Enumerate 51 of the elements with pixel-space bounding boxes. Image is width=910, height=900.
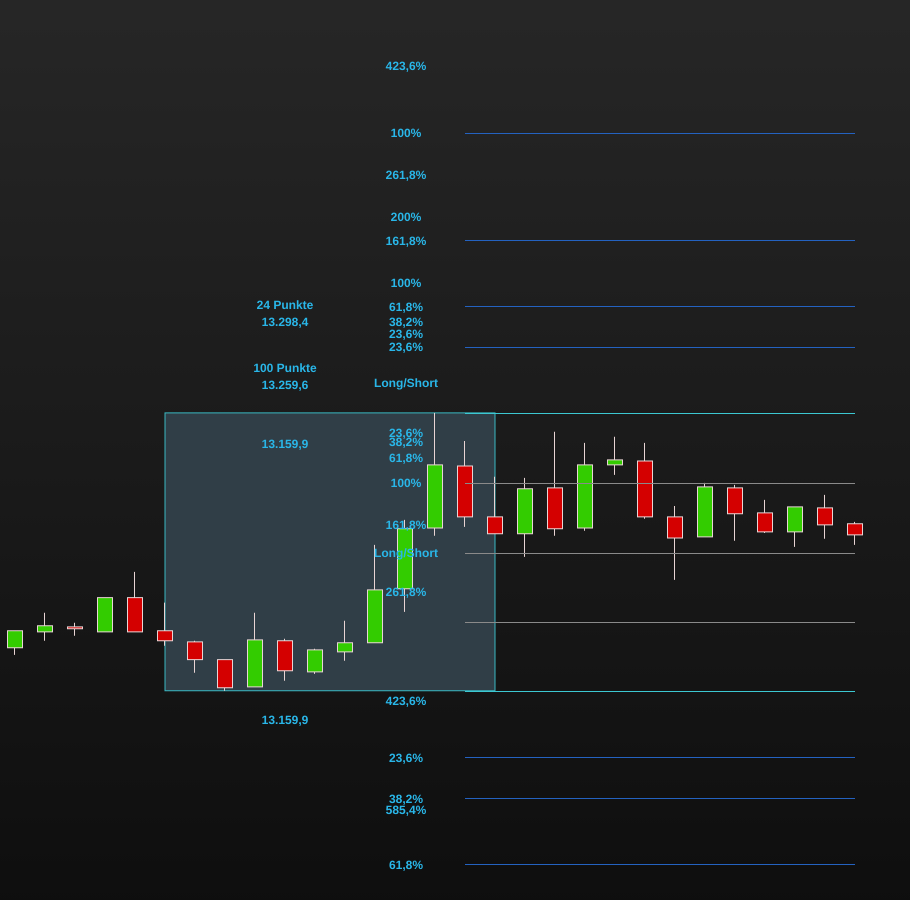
candlestick <box>67 622 83 636</box>
annotation: 61,8% <box>388 451 424 465</box>
candlestick <box>787 506 803 548</box>
candlestick <box>847 521 863 546</box>
candlestick <box>487 476 503 534</box>
text: 61,8% <box>388 858 424 872</box>
candlestick <box>757 499 773 534</box>
candlestick <box>577 442 593 532</box>
candlestick <box>547 431 563 536</box>
candlestick <box>697 482 713 538</box>
candlestick <box>337 620 353 662</box>
text: 13.159,9 <box>262 713 309 727</box>
annotation: 100% <box>390 476 422 490</box>
text: 100 Punkte <box>253 361 317 375</box>
candlestick <box>637 442 653 520</box>
text: 61,8% <box>388 300 424 314</box>
candlestick <box>307 648 323 674</box>
text: 13.259,6 <box>262 378 309 392</box>
candlestick <box>217 659 233 692</box>
candlestick <box>727 484 743 542</box>
candlestick <box>187 640 203 674</box>
text: 38,2% <box>388 315 424 329</box>
text: 13.298,4 <box>262 315 309 329</box>
text: 100% <box>390 126 422 140</box>
text: 24 Punkte <box>256 298 314 312</box>
candlestick <box>157 602 173 646</box>
text: 261,8% <box>386 168 427 182</box>
text: 38,2% <box>388 792 424 806</box>
candlestick <box>667 505 683 580</box>
candlestick <box>457 440 473 528</box>
candlestick <box>817 494 833 540</box>
text: 200% <box>390 210 422 224</box>
candlestick <box>127 571 143 632</box>
text: Long/Short <box>374 376 438 390</box>
text: 161,8% <box>386 234 427 248</box>
candlestick <box>607 436 623 476</box>
text: 23,6% <box>388 340 424 354</box>
candlestick <box>37 612 53 642</box>
candlestick <box>277 638 293 682</box>
text: 100% <box>390 276 422 290</box>
candlestick <box>7 630 23 656</box>
candlestick <box>517 477 533 558</box>
text: 423,6% <box>386 694 427 708</box>
annotation: 13.159,9 <box>262 437 309 451</box>
candlestick <box>97 597 113 632</box>
annotation: 23,6% <box>388 426 424 440</box>
text: 23,6% <box>388 327 424 341</box>
text: 423,6% <box>386 59 427 73</box>
text: 23,6% <box>388 751 424 765</box>
candlestick <box>427 412 443 536</box>
candlestick <box>247 612 263 688</box>
